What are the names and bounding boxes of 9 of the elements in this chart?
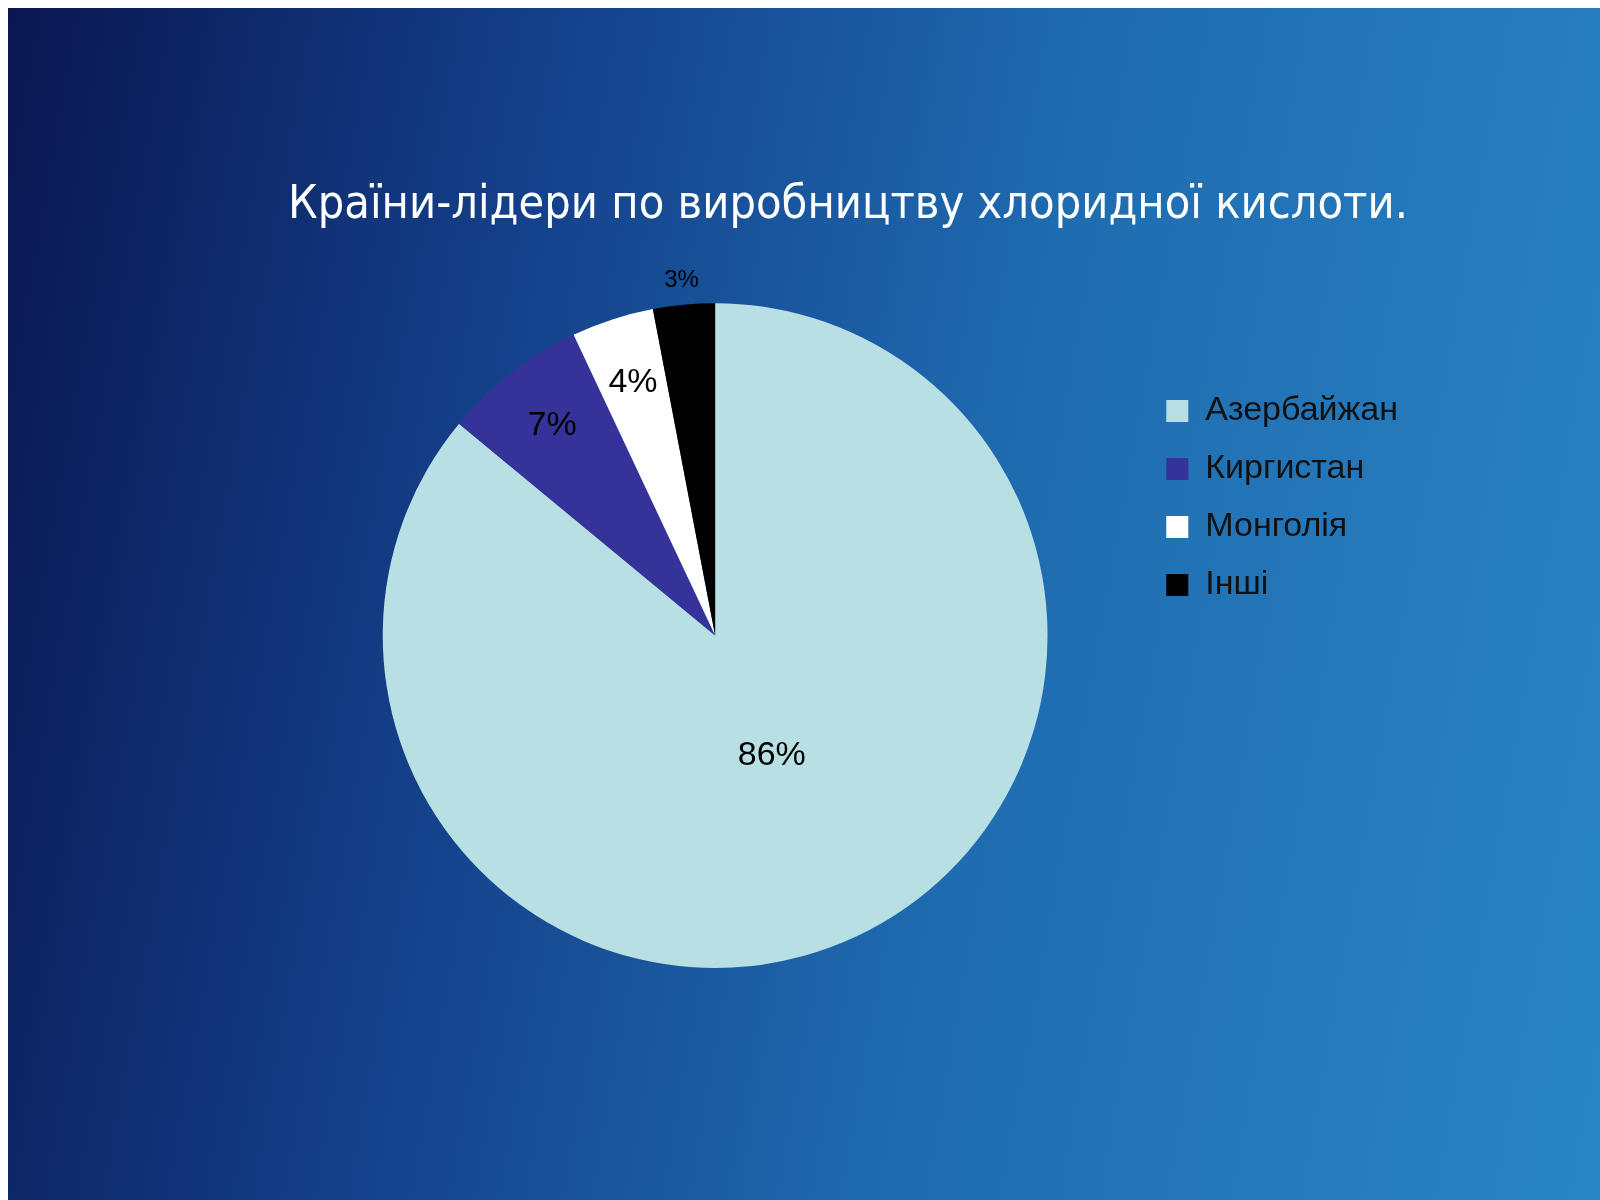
chart-title: Країни-лідери по виробництву хлоридної кислоти. xyxy=(288,174,1408,229)
data-label: 7% xyxy=(527,403,577,442)
data-label: 86% xyxy=(737,734,806,773)
legend-label: Монголія xyxy=(1205,505,1348,544)
data-label: 3% xyxy=(664,265,699,293)
legend-label: Інші xyxy=(1205,563,1269,602)
legend-label: Азербайжан xyxy=(1205,389,1399,428)
legend-label: Киргистан xyxy=(1205,447,1365,486)
data-label: 4% xyxy=(608,361,658,400)
